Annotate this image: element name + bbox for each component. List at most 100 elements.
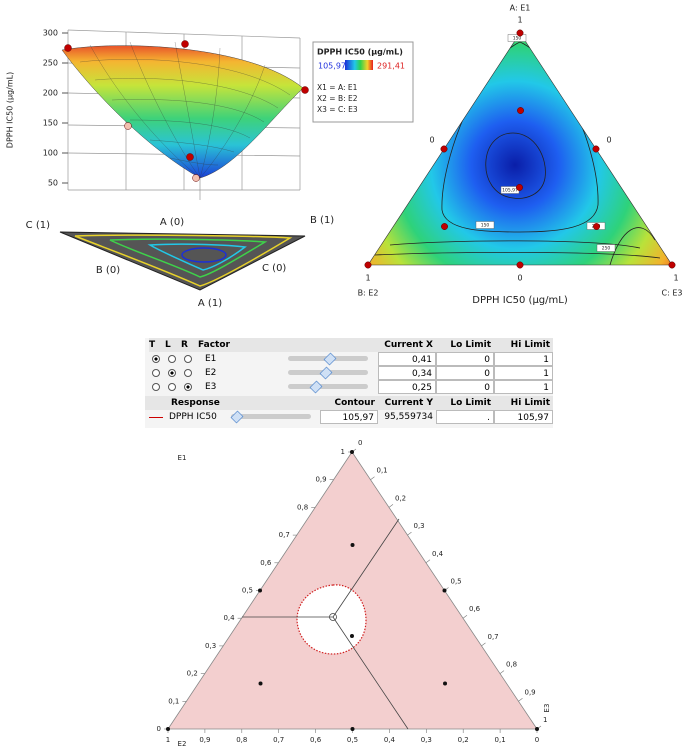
factor-slider[interactable] [288,380,368,394]
contour-label: 150 [513,36,522,42]
e3-tick-label: 0,7 [488,633,499,641]
design-point [350,542,355,547]
hi-header: Hi Limit [494,396,553,410]
response-name: DPPH IC50 [169,412,217,422]
slider-thumb[interactable] [309,380,323,394]
e1-tick-label: 0,9 [315,476,326,484]
z-tick-label: 200 [43,89,58,98]
factor-slider[interactable] [288,366,368,380]
legend-mapping: X1 = A: E1 [317,83,358,92]
slider-thumb[interactable] [323,352,337,366]
design-point [443,681,448,686]
e3-tick-label: 1 [543,716,547,724]
lo-limit[interactable]: . [436,410,494,424]
e3-tick [388,504,394,508]
current-x[interactable]: 0,25 [378,380,436,394]
e3-tick [481,642,486,647]
response-slider[interactable] [230,410,311,424]
contour-value[interactable]: 105,97 [320,410,378,424]
factor-name: E1 [205,354,217,364]
base-contours [74,234,293,287]
header-lo: Lo Limit [436,338,494,352]
colorbar [345,60,373,70]
design-point [516,184,523,191]
header-t: T [149,338,165,352]
e3-tick-label: 0,2 [395,494,406,502]
e3-tick-label: 0,8 [506,661,517,669]
design-point [258,681,263,686]
design-point [593,223,600,230]
design-point [516,29,524,37]
e3-tick [425,559,431,564]
lo-limit: 0 [436,352,494,366]
e1-tick-label: 0,8 [297,503,308,511]
radio-button[interactable] [184,383,192,391]
design-point [441,223,448,230]
legend-box [312,41,414,123]
factor-name: E2 [205,368,217,378]
design-point [349,634,354,639]
e3-tick-label: 0,9 [525,688,536,696]
edge-tick-label: 1 [673,274,678,283]
e1-tick-label: 0,5 [242,587,253,595]
axis-label: E2 [178,740,187,748]
slider-thumb[interactable] [319,366,333,380]
current-x[interactable]: 0,41 [378,352,436,366]
design-point [535,727,539,731]
edge-tick-label: 0 [517,274,522,283]
header-hi: Hi Limit [494,338,553,352]
radio-button[interactable] [184,369,192,377]
e1-tick-label: 0,6 [260,559,272,567]
axis-label: E1 [178,454,187,462]
e3-tick-label: 0,5 [451,578,462,586]
heatmap [367,32,673,266]
legend-max: 291,41 [377,62,405,71]
radio-button[interactable] [168,383,176,391]
radio-button[interactable] [184,355,192,363]
e2-tick-label: 0,2 [458,736,469,744]
legend-title: DPPH IC50 (µg/mL) [317,48,403,57]
e2-tick-label: 0,7 [273,736,284,744]
current-y: 95,559734 [384,412,433,422]
design-point [166,727,170,731]
radio-button[interactable] [168,355,176,363]
hi-limit[interactable]: 105,97 [494,410,553,424]
z-tick-label: 300 [43,29,58,38]
radio-button[interactable] [152,383,160,391]
design-point [258,588,262,593]
factor-name: E3 [205,382,217,392]
legend-min: 105,97 [318,62,346,71]
header-r: R [181,338,198,352]
radio-button[interactable] [152,369,160,377]
radio-button[interactable] [152,355,160,363]
design-point [668,261,676,269]
edge-tick-label: 1 [365,274,370,283]
response-header: Response [145,396,320,410]
edge-tick-label: 0 [606,136,611,145]
e3-tick-label: 0 [358,439,362,447]
hi-limit: 1 [494,366,553,380]
legend-mapping: X3 = C: E3 [317,105,358,114]
design-point [350,450,354,454]
design-point [364,261,372,269]
design-point [442,588,447,593]
design-point [592,145,600,153]
response-line-swatch [149,417,163,418]
current-x[interactable]: 0,34 [378,366,436,380]
header-factor: Factor [198,338,378,352]
contour-label-box [475,221,495,229]
radio-button[interactable] [168,369,176,377]
e3-tick [499,670,505,674]
lo-header: Lo Limit [436,396,494,410]
edge-tick-label: 1 [517,16,522,25]
factor-slider[interactable] [288,352,368,366]
corner-label: C (0) [262,263,286,274]
z-tick-label: 100 [43,149,58,158]
design-point [517,107,524,114]
e3-tick-label: 0,6 [469,605,481,613]
e2-tick-label: 0,1 [495,736,506,744]
header-l: L [165,338,181,352]
profiler: T L R Factor Current X Lo Limit Hi Limit… [145,338,553,428]
